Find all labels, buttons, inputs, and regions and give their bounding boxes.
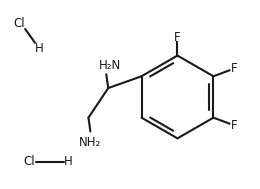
- Text: H: H: [64, 156, 73, 168]
- Text: NH₂: NH₂: [79, 136, 102, 149]
- Text: F: F: [231, 62, 237, 75]
- Text: Cl: Cl: [13, 17, 25, 29]
- Text: F: F: [231, 119, 237, 132]
- Text: H₂N: H₂N: [99, 59, 121, 72]
- Text: F: F: [174, 31, 181, 44]
- Text: H: H: [35, 42, 43, 55]
- Text: Cl: Cl: [23, 156, 35, 168]
